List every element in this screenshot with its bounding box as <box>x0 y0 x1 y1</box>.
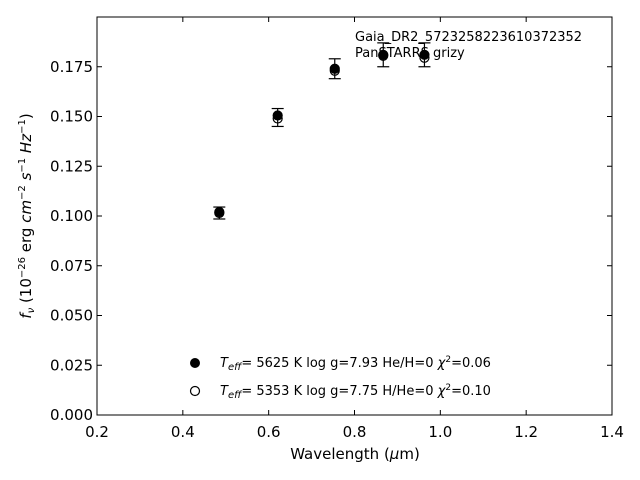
y-tick-label: 0.000 <box>50 406 93 424</box>
y-axis-label: fν (10−26 erg cm−2 s−1 Hz−1) <box>17 113 37 318</box>
x-tick-label: 0.8 <box>343 423 367 441</box>
x-axis-ticks: 0.2 0.4 0.6 0.8 1.0 1.2 1.4 <box>85 17 624 441</box>
y-tick-label: 0.150 <box>50 108 93 126</box>
annotation-photometry: PanSTARRS grizy <box>355 46 465 61</box>
x-tick-label: 1.4 <box>600 423 624 441</box>
data-point-series-2 <box>272 113 283 124</box>
x-tick-label: 1.0 <box>428 423 452 441</box>
data-point-series-2 <box>329 65 340 76</box>
legend-marker-model-1 <box>190 358 200 368</box>
y-tick-label: 0.050 <box>50 307 93 325</box>
y-tick-label: 0.075 <box>50 257 93 275</box>
annotation-object-name: Gaia_DR2_5723258223610372352 <box>355 30 582 45</box>
legend: Teff= 5625 K log g=7.93 He/H=0 χ2=0.06 T… <box>189 355 491 401</box>
x-tick-label: 0.6 <box>257 423 281 441</box>
y-tick-label: 0.025 <box>50 356 93 374</box>
x-tick-label: 0.2 <box>85 423 109 441</box>
data-point-series-2 <box>378 50 389 61</box>
legend-label-model-1: Teff= 5625 K log g=7.93 He/H=0 χ2=0.06 <box>220 355 491 373</box>
legend-label-model-2: Teff= 5353 K log g=7.75 H/He=0 χ2=0.10 <box>220 383 491 401</box>
error-bars <box>213 42 431 220</box>
y-tick-label: 0.100 <box>50 207 93 225</box>
x-axis-label: Wavelength (μm) <box>290 445 420 463</box>
data-points <box>214 49 430 219</box>
y-tick-label: 0.175 <box>50 58 93 76</box>
y-axis-ticks: 0.000 0.025 0.050 0.075 0.100 0.125 0.150 0.175 <box>50 58 612 424</box>
y-tick-label: 0.125 <box>50 157 93 175</box>
x-tick-label: 1.2 <box>514 423 538 441</box>
data-point-series-2 <box>214 207 225 219</box>
x-tick-label: 0.4 <box>171 423 195 441</box>
legend-marker-model-2 <box>189 385 201 397</box>
data-point-series-2 <box>419 52 430 63</box>
data-point-series-1 <box>419 49 430 60</box>
data-point-series-1 <box>272 110 283 121</box>
